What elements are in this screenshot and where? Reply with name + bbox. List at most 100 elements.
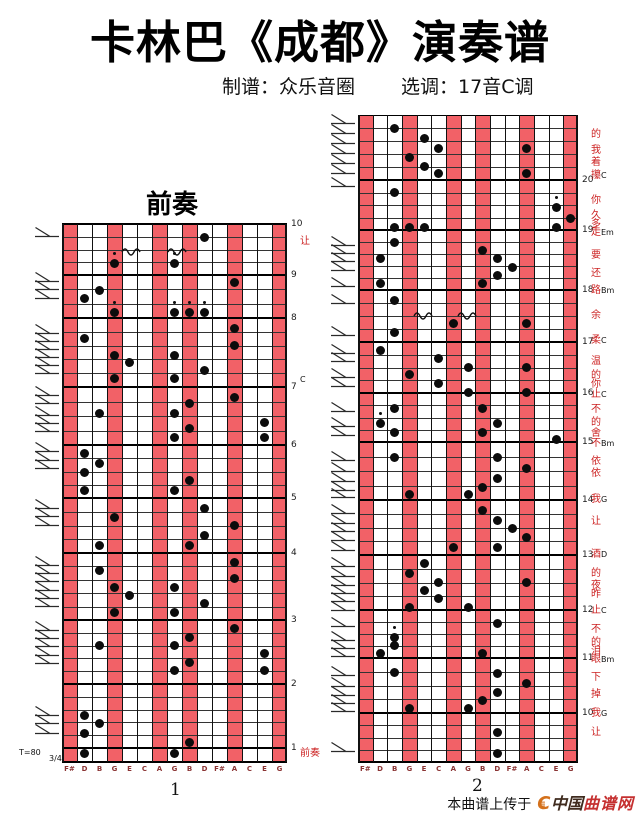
glissando-icon (34, 503, 60, 522)
note-dot (110, 607, 119, 617)
lyric-char: 夜 (591, 580, 601, 591)
note-dot (170, 432, 179, 442)
tine-note-label: G (276, 765, 283, 773)
note-dot (260, 432, 269, 442)
lyric-char: 不Bm (591, 438, 615, 449)
note-dot (551, 222, 561, 232)
note-dot (551, 202, 561, 212)
beat-line (358, 456, 578, 458)
note-dot (492, 418, 502, 428)
glissando-icon (34, 320, 60, 339)
note-dot (478, 427, 488, 437)
beat-line (62, 658, 287, 660)
note-dot (492, 618, 502, 628)
beat-line (358, 128, 578, 129)
glissando-icon (34, 568, 60, 587)
measure-line (62, 683, 287, 685)
chord-label: C (601, 606, 607, 615)
octave-dot (393, 626, 397, 629)
glissando-icon (330, 290, 356, 309)
note-dot (566, 213, 576, 223)
grid-vline (285, 224, 287, 762)
octave-dot (113, 301, 116, 304)
grid-vline (519, 115, 521, 762)
beat-line (358, 725, 578, 727)
lyric-char: 的 (591, 568, 601, 579)
measure-line (358, 712, 578, 714)
note-dot (492, 253, 502, 263)
note-dot (522, 532, 532, 542)
note-dot (463, 703, 473, 713)
lyric-char: 还 (591, 268, 601, 279)
glissando-icon (330, 273, 356, 292)
tine-note-label: A (450, 765, 457, 773)
note-dot (448, 318, 458, 328)
glissando-icon (34, 552, 60, 571)
beat-line (358, 634, 578, 635)
beat-line (358, 671, 578, 673)
glissando-icon (330, 458, 356, 477)
note-dot (200, 598, 209, 608)
glissando-icon (330, 500, 356, 519)
lyric-char: 我G (591, 708, 608, 719)
glissando-icon (34, 702, 60, 721)
note-dot (448, 542, 458, 552)
note-dot (404, 369, 414, 379)
grid-vline (167, 224, 168, 762)
beat-line (358, 417, 578, 419)
measure-line (358, 341, 578, 343)
beat-line (358, 568, 578, 570)
measure-line (62, 497, 287, 499)
beat-line (358, 737, 578, 739)
grid-vline (490, 115, 491, 762)
note-dot (522, 143, 532, 153)
tine-note-label: D (494, 765, 501, 773)
chord-label: Bm (601, 439, 615, 448)
note-dot (80, 728, 89, 738)
lyric-char: 止C (591, 389, 607, 400)
grid-vline (152, 224, 153, 762)
tine-note-label: E (421, 765, 427, 773)
note-dot (80, 293, 89, 303)
glissando-icon (34, 633, 60, 652)
tine-column-red (62, 224, 77, 762)
glissando-icon (330, 484, 356, 503)
tine-column-red (182, 224, 197, 762)
measure-line (358, 229, 578, 231)
note-dot (170, 258, 179, 268)
grid-vline (62, 224, 64, 762)
tine-note-label: D (81, 765, 88, 773)
note-dot (478, 505, 488, 515)
note-dot (200, 530, 209, 540)
measure-line (358, 289, 578, 291)
note-dot (522, 362, 532, 372)
measure-line (358, 179, 578, 181)
beat-line (358, 541, 578, 543)
glissando-icon (34, 585, 60, 604)
lyric-char: 不 (591, 404, 601, 415)
tine-column-red (152, 224, 167, 762)
note-dot (110, 258, 119, 268)
beat-line (358, 685, 578, 687)
glissando-icon (330, 468, 356, 487)
note-dot (434, 353, 444, 363)
glissando-icon (330, 140, 356, 159)
measure-line (62, 552, 287, 554)
glissando-icon (330, 563, 356, 582)
note-dot (404, 222, 414, 232)
grid-vline (475, 115, 477, 762)
note-dot (404, 152, 414, 162)
lyric-char: 的 (591, 129, 601, 140)
grid-vline (460, 115, 462, 762)
measure-line (62, 274, 287, 276)
note-dot (390, 237, 400, 247)
grid-vline (227, 224, 228, 762)
lyric-char: 久 (591, 210, 601, 221)
glissando-icon (330, 537, 356, 556)
note-dot (375, 253, 385, 263)
glissando-icon (330, 110, 356, 129)
tine-column-red (107, 224, 122, 762)
glissando-icon (34, 336, 60, 355)
note-dot (125, 357, 134, 367)
grid-vline (358, 115, 360, 762)
